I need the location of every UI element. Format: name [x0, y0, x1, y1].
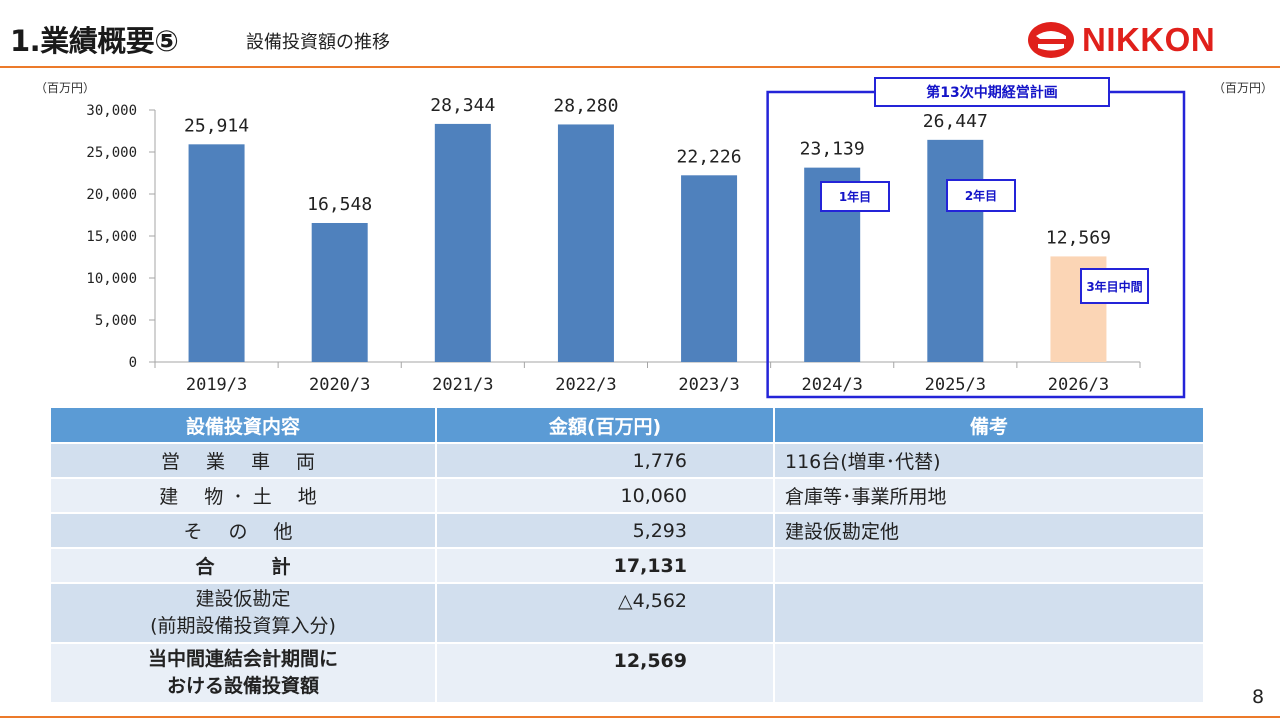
- unit-label-left: （百万円）: [35, 81, 96, 95]
- table-header-item: 設備投資内容: [49, 406, 437, 444]
- row-item-line2: おける設備投資額: [166, 675, 319, 697]
- bar: [434, 123, 491, 362]
- plan-year3-interim-tag: 3年目中間: [1080, 268, 1149, 304]
- table-row: 建 物･土 地 10,060 倉庫等･事業所用地: [49, 477, 1205, 514]
- y-tick-label: 25,000: [86, 145, 137, 161]
- plan-label: 第13次中期経営計画: [874, 77, 1110, 107]
- x-tick-label: 2020/3: [309, 375, 370, 395]
- nikkon-logo-icon: [1028, 22, 1074, 58]
- bar-value-label: 12,569: [1046, 227, 1111, 248]
- row-note: 建設仮勘定他: [773, 512, 1205, 549]
- bar: [681, 175, 738, 362]
- x-tick-label: 2025/3: [925, 375, 986, 395]
- bar-value-label: 22,226: [677, 146, 742, 167]
- row-amount: 17,131: [435, 547, 775, 584]
- capex-breakdown-table: 設備投資内容 金額(百万円) 備考 営 業 車 両 1,776 116台(増車･…: [49, 406, 1205, 704]
- row-item: 建 物･土 地: [49, 477, 437, 514]
- table-row-construction: 建設仮勘定 (前期設備投資算入分) △4,562: [49, 582, 1205, 644]
- table-header-row: 設備投資内容 金額(百万円) 備考: [49, 406, 1205, 444]
- row-amount: 10,060: [435, 477, 775, 514]
- bar-value-label: 28,344: [430, 95, 495, 116]
- footer-divider: [0, 716, 1280, 718]
- row-amount: 12,569: [435, 642, 775, 704]
- page-subtitle: 設備投資額の推移: [246, 32, 390, 53]
- row-item-line1: 建設仮勘定: [195, 588, 291, 610]
- x-tick-label: 2022/3: [555, 375, 616, 395]
- bar-value-label: 26,447: [923, 111, 988, 132]
- table-header-amount: 金額(百万円): [435, 406, 775, 444]
- y-tick-label: 30,000: [86, 103, 137, 119]
- table-row-interim-total: 当中間連結会計期間に おける設備投資額 12,569: [49, 642, 1205, 704]
- row-item-line1: 当中間連結会計期間に: [147, 648, 338, 670]
- row-item-line2: (前期設備投資算入分): [150, 615, 336, 637]
- row-note: 倉庫等･事業所用地: [773, 477, 1205, 514]
- row-note: 116台(増車･代替): [773, 442, 1205, 479]
- table-row: そ の 他 5,293 建設仮勘定他: [49, 512, 1205, 549]
- row-note: [773, 582, 1205, 644]
- row-item: 当中間連結会計期間に おける設備投資額: [49, 642, 437, 704]
- row-item: 営 業 車 両: [49, 442, 437, 479]
- table-header-note: 備考: [773, 406, 1205, 444]
- x-tick-label: 2019/3: [186, 375, 247, 395]
- y-tick-label: 20,000: [86, 187, 137, 203]
- bar: [557, 124, 614, 362]
- row-item: 合 計: [49, 547, 437, 584]
- page-title: 1.業績概要⑤: [10, 24, 179, 58]
- header-divider: [0, 66, 1280, 68]
- row-amount: 5,293: [435, 512, 775, 549]
- bar-value-label: 25,914: [184, 115, 249, 136]
- plan-year2-tag: 2年目: [946, 179, 1016, 212]
- x-tick-label: 2023/3: [678, 375, 739, 395]
- x-tick-label: 2026/3: [1048, 375, 1109, 395]
- bar-value-label: 16,548: [307, 194, 372, 215]
- x-tick-label: 2021/3: [432, 375, 493, 395]
- row-item: 建設仮勘定 (前期設備投資算入分): [49, 582, 437, 644]
- logo-text: NIKKON: [1082, 21, 1216, 58]
- page-number: 8: [1252, 686, 1265, 708]
- company-logo: NIKKON: [1026, 20, 1215, 60]
- x-tick-label: 2024/3: [801, 375, 862, 395]
- bar-value-label: 28,280: [553, 95, 618, 116]
- y-tick-label: 0: [129, 355, 137, 371]
- y-tick-label: 10,000: [86, 271, 137, 287]
- y-tick-label: 15,000: [86, 229, 137, 245]
- y-tick-label: 5,000: [95, 313, 137, 329]
- bar-value-label: 23,139: [800, 139, 865, 160]
- table-row-total: 合 計 17,131: [49, 547, 1205, 584]
- bar: [188, 144, 245, 362]
- row-note: [773, 547, 1205, 584]
- bar: [311, 222, 368, 362]
- table-row: 営 業 車 両 1,776 116台(増車･代替): [49, 442, 1205, 479]
- plan-year1-tag: 1年目: [820, 181, 890, 212]
- row-amount: 1,776: [435, 442, 775, 479]
- row-note: [773, 642, 1205, 704]
- row-item: そ の 他: [49, 512, 437, 549]
- capex-bar-chart: 0 5,000 10,000 15,000 20,000 25,000 30,000 25,9…: [86, 90, 1186, 399]
- bar: [927, 139, 984, 362]
- unit-label-right: （百万円）: [1213, 81, 1274, 95]
- row-amount: △4,562: [435, 582, 775, 644]
